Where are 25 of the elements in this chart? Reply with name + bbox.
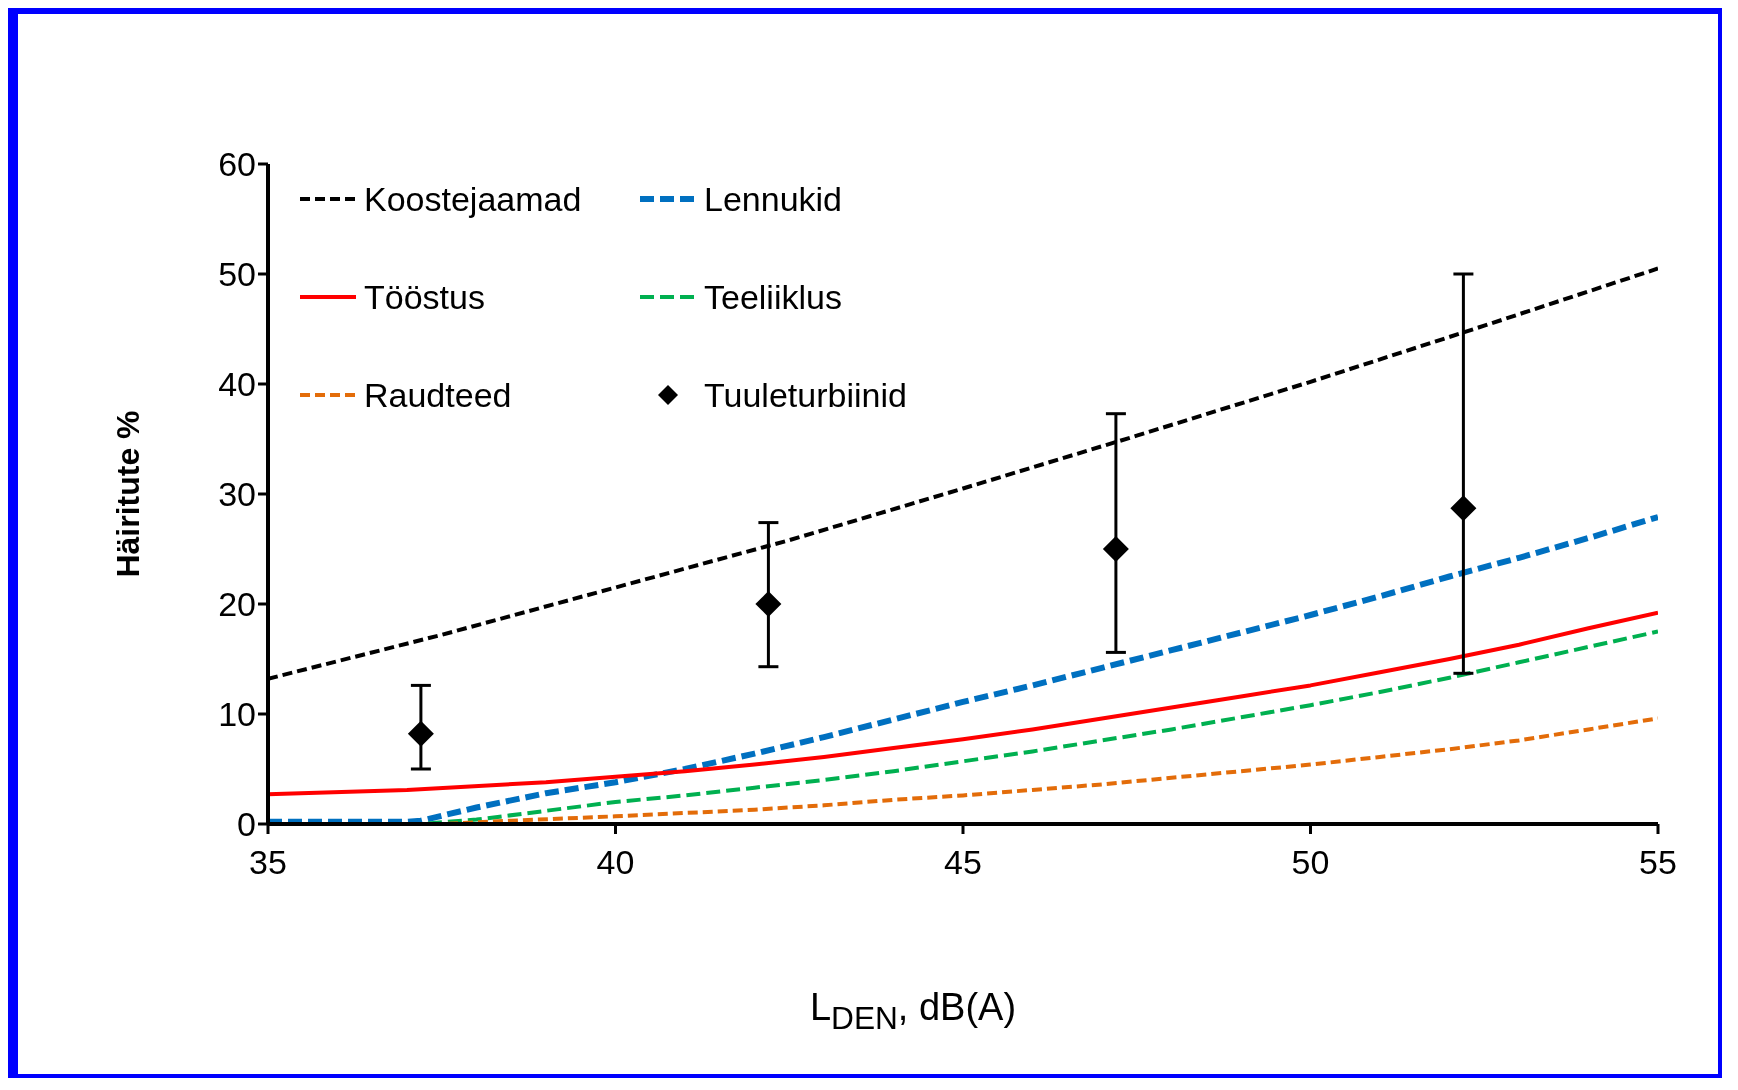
y-tick-label: 10 xyxy=(218,695,256,734)
y-tick-label: 50 xyxy=(218,255,256,294)
y-tick-label: 40 xyxy=(218,365,256,404)
y-tick-label: 0 xyxy=(237,805,256,844)
x-tick-label: 45 xyxy=(944,843,982,882)
y-tick-label: 20 xyxy=(218,585,256,624)
point xyxy=(1450,495,1477,522)
legend-label: Raudteed xyxy=(364,375,512,415)
point xyxy=(407,720,434,747)
legend-label: Teeliiklus xyxy=(704,277,842,317)
legend-label: Koostejaamad xyxy=(364,179,582,219)
x-tick-label: 55 xyxy=(1639,843,1677,882)
x-tick-label: 40 xyxy=(596,843,635,882)
x-axis-title: L$_{DEN}$, dB(A) xyxy=(808,986,1018,1037)
legend-label: Tuuleturbiinid xyxy=(704,375,907,415)
y-tick-label: 60 xyxy=(218,145,256,184)
y-tick-label: 30 xyxy=(218,475,256,514)
legend-label: Lennukid xyxy=(704,179,843,219)
point xyxy=(1102,536,1129,562)
legend-label: Tööstus xyxy=(364,277,485,317)
point xyxy=(755,591,782,617)
y-axis-title: Häiritute % xyxy=(110,410,147,578)
line-series xyxy=(268,610,1658,797)
x-tick-label: 35 xyxy=(249,843,287,882)
x-tick-label: 50 xyxy=(1291,843,1330,882)
